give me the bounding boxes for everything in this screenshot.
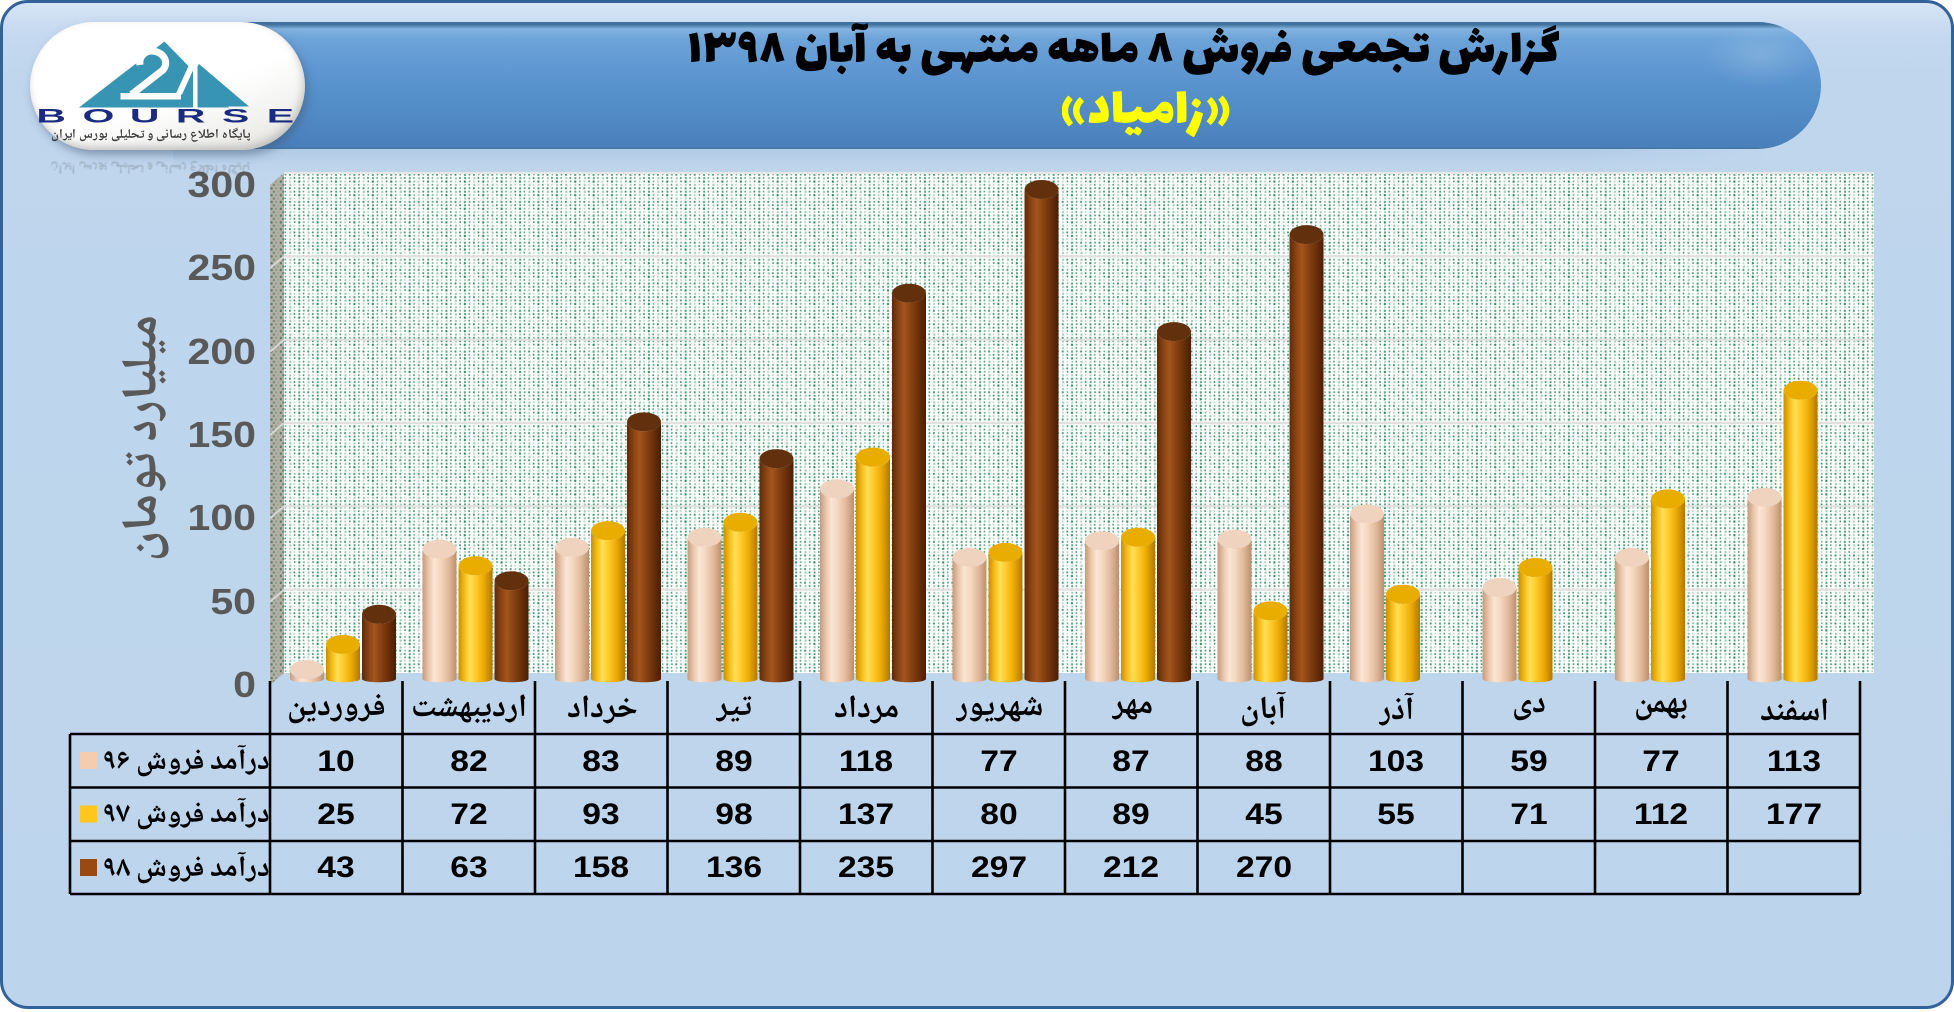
svg-text:E: E xyxy=(267,105,294,127)
svg-text:U: U xyxy=(130,105,160,127)
svg-text:O: O xyxy=(82,105,114,127)
svg-text:B: B xyxy=(36,105,66,127)
svg-text:S: S xyxy=(222,105,249,127)
svg-text:R: R xyxy=(176,105,206,127)
